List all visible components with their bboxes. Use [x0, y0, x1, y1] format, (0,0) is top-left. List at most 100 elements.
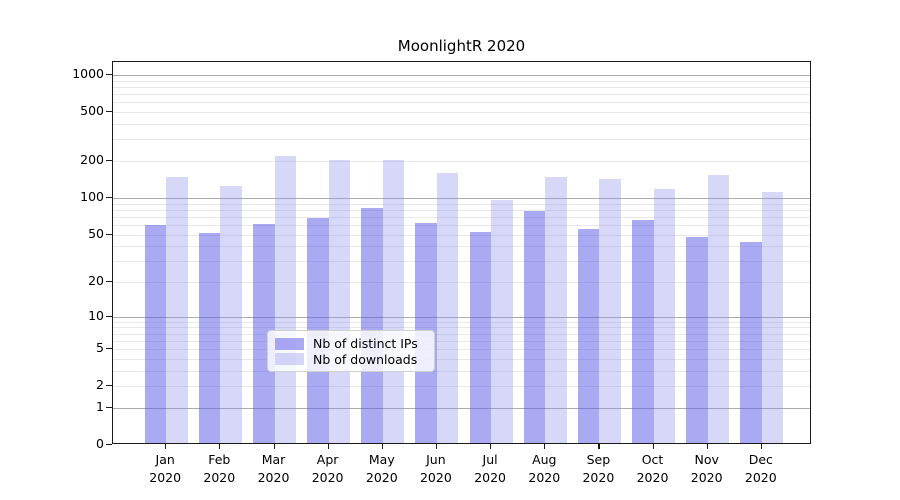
legend: Nb of distinct IPs Nb of downloads: [267, 330, 435, 372]
y-tick-mark: [106, 406, 112, 409]
gridline-minor: [113, 358, 810, 360]
gridline-minor: [113, 139, 810, 141]
bar-distinct-ips-oct: [632, 219, 654, 443]
chart-title: MoonlightR 2020: [397, 37, 526, 55]
bar-distinct-ips-mar: [253, 224, 275, 443]
x-axis-tick-label: Jun 2020: [419, 452, 452, 485]
y-axis-tick-label: 50: [88, 225, 104, 241]
y-tick-mark: [106, 74, 112, 76]
bar-downloads-jul: [491, 199, 513, 443]
bar-downloads-dec: [761, 191, 784, 443]
x-tick-mark: [435, 444, 438, 449]
y-axis-tick-label: 1: [96, 398, 104, 414]
x-tick-mark: [219, 444, 221, 449]
bar-distinct-ips-sep: [577, 229, 600, 443]
gridline-minor: [113, 124, 810, 125]
bar-downloads-feb: [220, 186, 242, 443]
gridline-minor: [113, 349, 810, 351]
gridline-minor: [113, 370, 810, 372]
x-tick-mark: [327, 444, 329, 449]
y-axis-tick-label: 1000: [72, 66, 104, 81]
x-axis-tick-label: Oct 2020: [636, 452, 669, 485]
gridline-major: [113, 316, 810, 318]
gridline-minor: [113, 234, 810, 236]
bar-distinct-ips-may: [361, 208, 383, 443]
gridline-minor: [113, 209, 810, 211]
x-axis-tick-label: Nov 2020: [690, 452, 723, 485]
y-axis-tick-label: 100: [80, 188, 104, 204]
gridline-minor: [113, 203, 810, 205]
legend-swatch-distinct-ips: [275, 337, 304, 350]
x-tick-mark: [273, 444, 275, 449]
gridline-major: [113, 197, 810, 199]
y-tick-mark: [106, 233, 112, 235]
x-tick-mark: [381, 444, 383, 449]
y-axis-tick-label: 10: [88, 307, 104, 323]
x-tick-mark: [706, 444, 708, 449]
x-axis-tick-label: Aug 2020: [528, 452, 561, 485]
x-tick-mark: [165, 444, 167, 449]
x-tick-mark: [490, 444, 492, 449]
y-tick-mark: [106, 385, 112, 387]
y-axis-tick-label: 0: [96, 436, 104, 451]
bar-downloads-may: [382, 159, 405, 443]
x-axis-tick-label: Dec 2020: [744, 452, 777, 485]
gridline-major: [113, 75, 810, 76]
gridline-minor: [113, 224, 810, 226]
bar-downloads-aug: [545, 177, 567, 443]
y-axis-tick-label: 200: [80, 152, 104, 167]
x-tick-mark: [598, 444, 600, 449]
bar-distinct-ips-dec: [740, 242, 762, 443]
bar-downloads-apr: [328, 160, 351, 443]
gridline-minor: [113, 94, 810, 96]
x-axis-tick-label: May 2020: [365, 452, 398, 485]
x-axis-tick-label: Feb 2020: [203, 452, 236, 485]
legend-label-downloads: Nb of downloads: [313, 351, 418, 367]
x-axis-tick-label: Jul 2020: [474, 452, 506, 485]
y-tick-mark: [106, 348, 112, 350]
gridline-minor: [113, 386, 810, 388]
legend-label-distinct-ips: Nb of distinct IPs: [313, 336, 418, 352]
bar-downloads-oct: [653, 189, 675, 443]
y-tick-mark: [106, 444, 112, 446]
gridline-minor: [113, 216, 810, 218]
x-axis-tick-label: Sep 2020: [582, 452, 615, 485]
y-axis-tick-label: 5: [96, 340, 104, 356]
legend-swatch-downloads: [275, 353, 304, 366]
gridline-minor: [113, 102, 810, 104]
bar-downloads-jan: [166, 177, 188, 443]
bar-distinct-ips-jul: [469, 232, 492, 443]
x-tick-mark: [544, 444, 546, 449]
gridline-minor: [113, 340, 810, 342]
bar-downloads-jun: [436, 172, 459, 443]
y-axis-tick-label: 20: [88, 273, 104, 288]
bar-distinct-ips-nov: [686, 236, 708, 443]
x-tick-mark: [760, 444, 762, 449]
gridline-minor: [113, 282, 810, 283]
x-axis-tick-label: Mar 2020: [257, 452, 290, 485]
gridline-minor: [113, 87, 810, 88]
gridline-minor: [113, 261, 810, 263]
legend-item-distinct-ips: Nb of distinct IPs: [275, 336, 427, 352]
gridline-minor: [113, 333, 810, 335]
x-tick-mark: [652, 444, 654, 449]
bar-downloads-sep: [599, 178, 621, 443]
bar-downloads-nov: [707, 174, 730, 443]
x-axis-tick-label: Jan 2020: [149, 452, 182, 485]
bar-downloads-mar: [274, 155, 296, 443]
y-tick-mark: [106, 111, 112, 113]
gridline-major: [113, 407, 810, 409]
bar-distinct-ips-feb: [198, 233, 221, 443]
bar-distinct-ips-jan: [144, 224, 167, 443]
gridline-minor: [113, 80, 810, 82]
gridline-minor: [113, 112, 810, 114]
legend-item-downloads: Nb of downloads: [275, 352, 427, 368]
y-tick-mark: [106, 315, 112, 317]
gridline-minor: [113, 327, 810, 329]
y-tick-mark: [106, 281, 112, 283]
y-axis-tick-label: 2: [96, 377, 104, 393]
x-axis-tick-label: Apr 2020: [311, 452, 344, 485]
y-tick-mark: [106, 196, 112, 199]
gridline-minor: [113, 246, 810, 248]
